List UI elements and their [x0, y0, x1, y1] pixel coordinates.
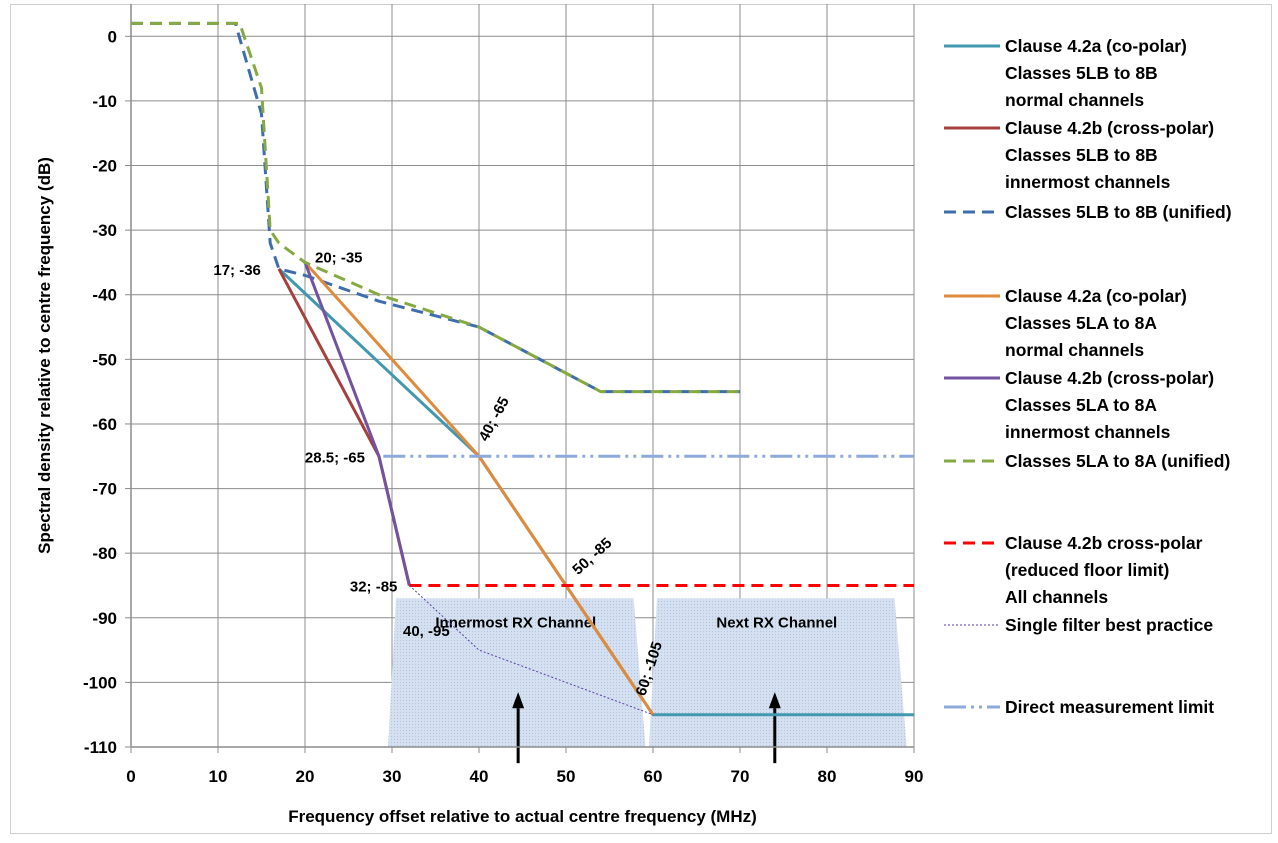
y-tick-label: -110	[84, 738, 117, 757]
region-label: Next RX Channel	[716, 614, 837, 631]
legend-label: All channels	[1005, 587, 1108, 607]
data-label: 32; -85	[350, 578, 398, 595]
data-label: 40; -65	[476, 394, 513, 444]
data-label: 40, -95	[403, 623, 450, 640]
y-tick-label: -60	[92, 415, 117, 434]
legend-label: innermost channels	[1005, 172, 1171, 192]
y-tick-label: -100	[83, 673, 117, 692]
legend-label: Clause 4.2b (cross-polar)	[1005, 368, 1214, 388]
series-line-2	[277, 268, 411, 586]
legend: Clause 4.2a (co-polar) Classes 5LB to 8B n…	[944, 36, 1232, 717]
legend-label: Classes 5LB to 8B	[1005, 63, 1158, 83]
channel-regions: Innermost RX Channel Next RX Channel	[388, 598, 907, 764]
chart-frame	[10, 4, 1272, 834]
x-tick-label: 70	[731, 767, 750, 786]
legend-label: Classes 5LB to 8B	[1005, 145, 1158, 165]
legend-label: (reduced floor limit)	[1005, 560, 1169, 580]
x-tick-label: 30	[383, 767, 402, 786]
y-tick-label: -70	[92, 480, 117, 499]
arrow-head	[512, 692, 525, 709]
y-tick-label: -90	[92, 609, 117, 628]
legend-label: Direct measurement limit	[1005, 697, 1214, 717]
y-tick-label: -80	[92, 544, 117, 563]
x-axis-title: Frequency offset relative to actual cent…	[288, 807, 757, 826]
x-tick-label: 0	[126, 767, 135, 786]
y-tick-label: 0	[108, 27, 117, 46]
series-line-3	[131, 21, 740, 394]
y-tick-label: -20	[92, 157, 117, 176]
x-tick-label: 60	[644, 767, 663, 786]
legend-label: Clause 4.2a (co-polar)	[1005, 36, 1187, 56]
y-tick-label: -10	[92, 92, 117, 111]
arrow-head	[768, 692, 781, 709]
x-tick-label: 40	[470, 767, 489, 786]
legend-label: normal channels	[1005, 340, 1144, 360]
legend-label: Classes 5LB to 8B (unified)	[1005, 202, 1232, 222]
data-label: 28.5; -65	[305, 449, 365, 466]
legend-label: Single filter best practice	[1005, 615, 1213, 635]
data-label: 17; -36	[213, 262, 261, 279]
x-tick-label: 10	[209, 767, 228, 786]
y-tick-label: -30	[92, 221, 117, 240]
series-line-6	[131, 21, 740, 394]
axes: 0 -10 -20 -30 -40 -50 -60 -70 -80 -90 -100 -110 0 10 2…	[35, 4, 923, 826]
y-tick-label: -50	[92, 350, 117, 369]
legend-label: Clause 4.2b cross-polar	[1005, 533, 1203, 553]
series-line-5	[303, 261, 411, 586]
legend-label: Classes 5LA to 8A	[1005, 313, 1157, 333]
channel-region-1	[388, 598, 646, 747]
data-label: 50, -85	[569, 535, 615, 579]
series-lines	[131, 21, 914, 717]
x-tick-label: 20	[296, 767, 315, 786]
x-tick-label: 80	[818, 767, 837, 786]
legend-label: normal channels	[1005, 90, 1144, 110]
legend-label: Clause 4.2a (co-polar)	[1005, 286, 1187, 306]
channel-region-2	[649, 598, 907, 747]
legend-label: innermost channels	[1005, 422, 1171, 442]
y-tick-label: -40	[92, 286, 117, 305]
x-tick-label: 90	[905, 767, 924, 786]
data-label: 20; -35	[315, 249, 363, 266]
x-tick-label: 50	[557, 767, 576, 786]
y-axis-title: Spectral density relative to centre freq…	[35, 157, 54, 554]
legend-label: Classes 5LA to 8A	[1005, 395, 1157, 415]
region-label: Innermost RX Channel	[435, 614, 596, 631]
legend-label: Classes 5LA to 8A (unified)	[1005, 451, 1230, 471]
legend-label: Clause 4.2b (cross-polar)	[1005, 118, 1214, 138]
